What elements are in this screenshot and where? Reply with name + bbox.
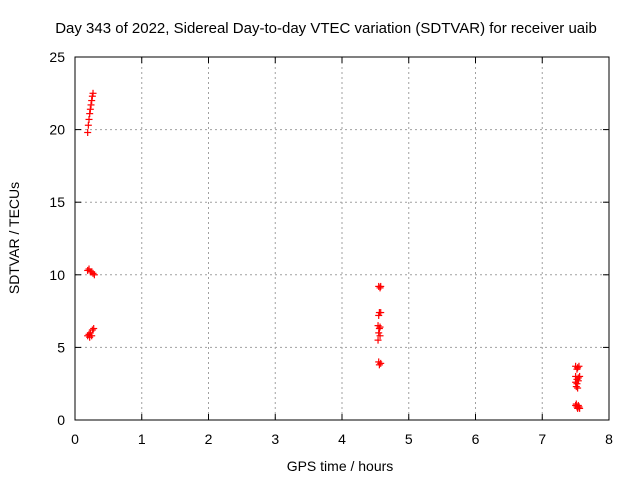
y-tick-label: 0 (57, 412, 65, 428)
data-point (377, 359, 385, 367)
chart-title: Day 343 of 2022, Sidereal Day-to-day VTE… (55, 20, 597, 37)
data-point (572, 383, 580, 391)
x-tick-label: 7 (538, 431, 546, 447)
data-point (89, 89, 97, 97)
axis-ticks: 0 1 2 3 4 5 6 7 8 0 5 10 15 20 25 (49, 49, 613, 447)
data-point (575, 403, 583, 411)
data-point (574, 377, 582, 385)
data-point (574, 364, 582, 372)
data-point (84, 121, 92, 129)
x-tick-label: 8 (605, 431, 613, 447)
x-tick-label: 3 (271, 431, 279, 447)
x-tick-label: 6 (472, 431, 480, 447)
data-point (86, 105, 94, 113)
data-point (376, 284, 384, 292)
x-tick-label: 0 (71, 431, 79, 447)
data-point (90, 325, 98, 333)
data-point (374, 336, 382, 344)
y-tick-label: 10 (49, 267, 65, 283)
x-tick-label: 1 (138, 431, 146, 447)
data-point (576, 372, 584, 380)
y-tick-label: 25 (49, 49, 65, 65)
data-point (87, 101, 95, 109)
data-point (84, 129, 92, 137)
x-axis-label: GPS time / hours (287, 458, 394, 474)
data-point (90, 271, 98, 279)
data-point (88, 97, 96, 105)
data-point (575, 362, 583, 370)
data-point (88, 332, 96, 340)
grid-lines (75, 57, 609, 420)
data-points (84, 89, 584, 412)
y-tick-label: 15 (49, 194, 65, 210)
data-point (576, 404, 584, 412)
data-point (375, 325, 383, 333)
data-point (376, 323, 384, 331)
data-point (574, 384, 582, 392)
data-point (85, 115, 93, 123)
data-point (376, 332, 384, 340)
data-point (377, 309, 385, 317)
data-point (89, 269, 97, 277)
y-tick-label: 5 (57, 339, 65, 355)
x-tick-label: 2 (205, 431, 213, 447)
y-axis-label: SDTVAR / TECUs (6, 182, 22, 294)
x-tick-label: 4 (338, 431, 346, 447)
y-tick-label: 20 (49, 122, 65, 138)
data-point (86, 110, 94, 118)
data-point (375, 361, 383, 369)
x-tick-label: 5 (405, 431, 413, 447)
data-point (377, 282, 385, 290)
data-point (88, 326, 96, 334)
